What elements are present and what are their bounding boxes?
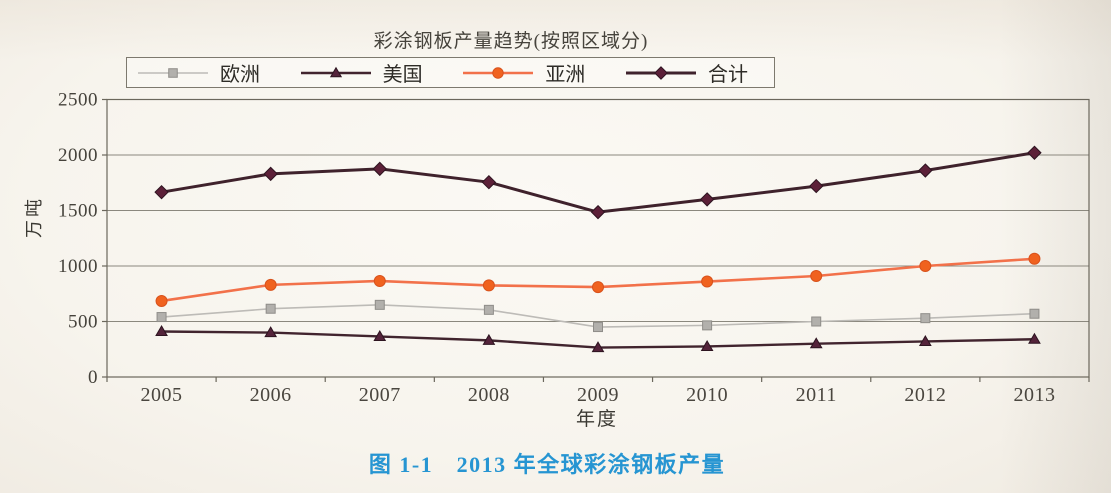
x-tick-label: 2006 [250,384,292,406]
legend-label-europe: 欧洲 [220,64,260,86]
circle-marker-icon [919,260,932,272]
y-tick-label: 1000 [58,256,98,277]
diamond-marker-icon [1027,145,1042,160]
plot-border [106,98,1090,378]
diamond-marker-icon [263,166,278,182]
y-tick-label: 0 [88,367,98,388]
x-tick-label: 2010 [686,384,728,406]
diamond-marker-icon [590,204,606,220]
x-tick-label: 2013 [1013,384,1055,406]
square-marker-icon [593,322,603,333]
legend-item-total: 合计 [625,58,748,87]
square-marker-icon [920,313,931,324]
circle-marker-icon [701,275,714,288]
diamond-marker-icon [154,184,169,200]
circle-marker-icon [264,278,277,291]
triangle-marker-icon [918,334,932,346]
circle-marker-icon [492,66,505,79]
triangle-marker-icon [264,326,278,338]
legend-swatch-usa [300,66,371,77]
square-marker-icon [1029,308,1040,319]
legend-item-usa: 美国 [300,58,423,87]
square-marker-icon [374,299,385,310]
y-tick-label: 500 [68,312,98,333]
circle-marker-icon [592,281,604,294]
triangle-marker-icon [809,337,823,349]
y-axis-title: 万吨 [24,196,44,238]
y-tick-label: 1500 [58,201,98,222]
series-line-asia [160,257,1036,303]
chart-legend: 欧洲 美国 亚洲 合计 [126,57,775,88]
y-tick-label: 2500 [58,90,98,111]
x-axis-tick-labels: 2005 2006 2007 2008 2009 2010 2011 2012 2013 [141,384,1055,406]
chart-title: 彩涂钢板产量趋势(按照区域分) [373,31,649,52]
diamond-marker-icon [699,192,715,207]
x-axis-title: 年度 [575,409,619,430]
diamond-marker-icon [654,65,668,80]
series-usa [155,324,1041,353]
circle-marker-icon [482,279,495,292]
gridlines [107,154,1089,322]
series-total [154,145,1042,220]
square-marker-icon [702,320,713,331]
legend-label-total: 合计 [707,64,748,86]
y-axis-tick-labels: 0 500 1000 1500 2000 2500 [58,90,98,389]
series-asia [155,252,1041,307]
triangle-marker-icon [482,333,496,345]
x-tick-label: 2008 [468,384,510,406]
triangle-marker-icon [591,341,605,353]
series-europe [156,299,1040,333]
diamond-marker-icon [809,178,824,194]
diamond-marker-icon [918,163,933,178]
x-tick-label: 2011 [796,384,837,406]
square-marker-icon [168,67,178,78]
square-marker-icon [811,316,822,327]
figure-caption: 图 1-1 2013 年全球彩涂钢板产量 [368,452,726,477]
x-tick-label: 2012 [904,384,946,406]
line-chart-plot: 0 500 1000 1500 2000 2500 2005 2006 2007 2008 2009… [58,90,1090,406]
diamond-marker-icon [481,174,497,190]
legend-item-europe: 欧洲 [137,58,260,87]
triangle-marker-icon [700,339,714,351]
triangle-marker-icon [155,324,168,336]
x-tick-label: 2009 [577,384,619,406]
legend-item-asia: 亚洲 [462,58,585,87]
circle-marker-icon [1028,252,1041,265]
diamond-marker-icon [372,161,387,177]
circle-marker-icon [155,294,168,307]
series-line-total [160,151,1036,214]
y-tick-label: 2000 [58,145,98,166]
legend-swatch-total [625,65,696,80]
triangle-marker-icon [1028,332,1041,344]
legend-swatch-asia [463,66,534,79]
circle-marker-icon [373,274,386,287]
triangle-marker-icon [373,329,387,341]
square-marker-icon [265,303,276,314]
x-tick-label: 2005 [141,384,183,406]
square-marker-icon [156,312,167,323]
square-marker-icon [483,304,494,315]
legend-swatch-europe [138,67,208,78]
circle-marker-icon [810,269,823,282]
legend-label-asia: 亚洲 [545,64,586,86]
triangle-marker-icon [329,66,342,77]
x-tick-label: 2007 [359,384,401,406]
legend-label-usa: 美国 [382,64,423,86]
axis-ticks [102,98,1090,382]
